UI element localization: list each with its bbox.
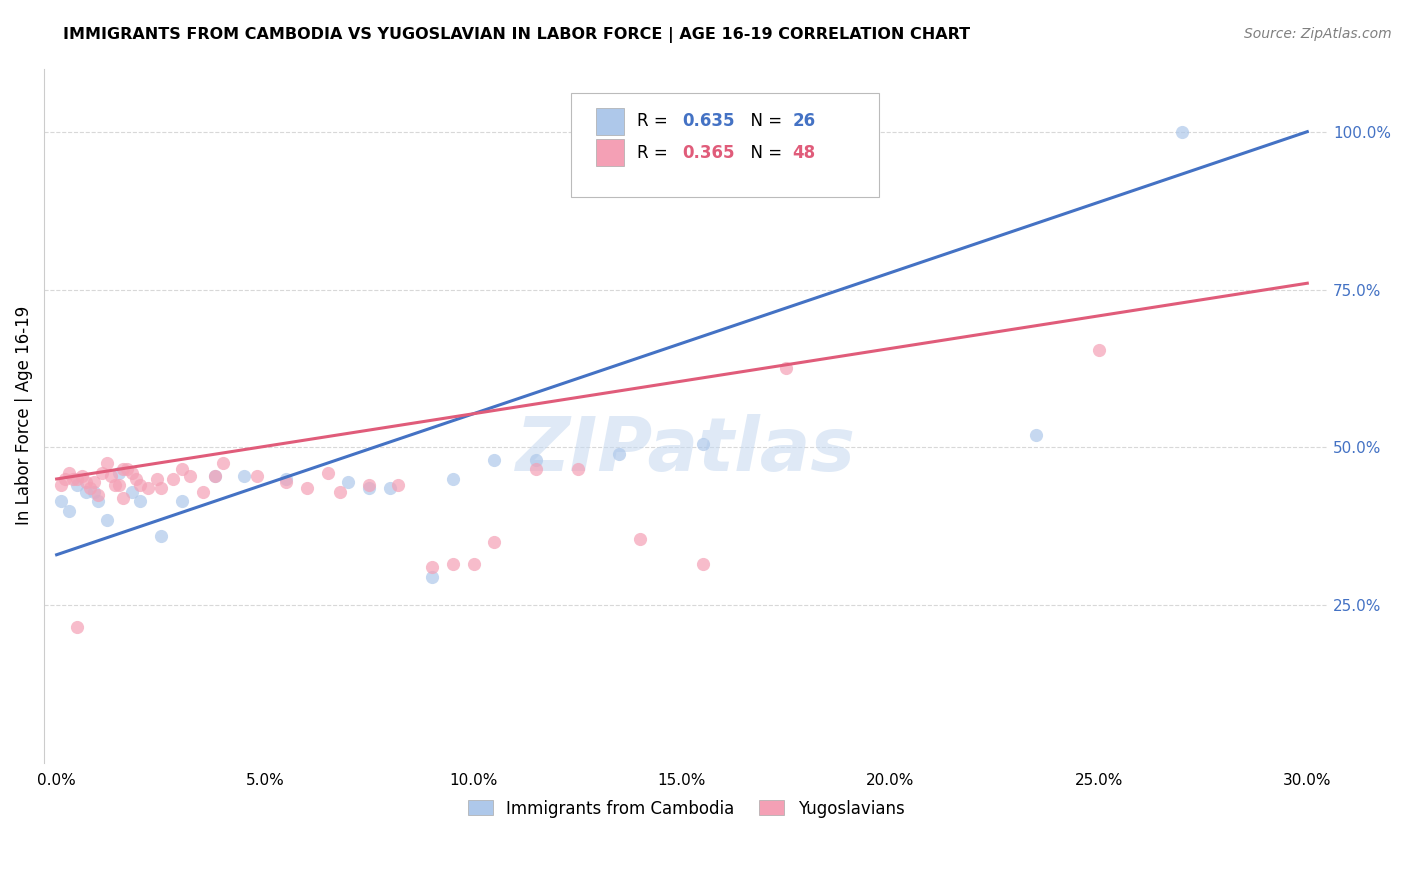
Legend: Immigrants from Cambodia, Yugoslavians: Immigrants from Cambodia, Yugoslavians [461,793,911,824]
Point [1088,343,1111,357]
Point [212,456,235,470]
Point [316,466,339,480]
Point [66,472,89,486]
Point [628,532,651,546]
Point [1025,427,1047,442]
Point [87,488,110,502]
Point [129,478,152,492]
Text: 0.635: 0.635 [682,112,735,130]
Point [83,484,105,499]
Point [484,453,506,467]
Text: Source: ZipAtlas.com: Source: ZipAtlas.com [1244,27,1392,41]
Point [100,468,122,483]
Point [149,482,172,496]
Text: N =: N = [740,144,787,161]
Point [524,453,547,467]
Point [179,468,201,483]
FancyBboxPatch shape [571,93,879,197]
Point [145,472,167,486]
Point [58,466,80,480]
Text: 0.365: 0.365 [682,144,735,161]
Point [75,475,97,490]
Point [692,437,714,451]
Point [75,484,97,499]
Point [138,482,160,496]
Point [66,478,89,492]
Point [49,478,72,492]
Point [170,494,193,508]
Point [204,468,226,483]
Point [337,475,360,490]
FancyBboxPatch shape [596,139,624,166]
Point [108,478,131,492]
Point [70,468,93,483]
Point [274,475,297,490]
Text: R =: R = [637,144,673,161]
Point [191,484,214,499]
Point [1171,125,1194,139]
Point [125,472,148,486]
Point [112,491,135,505]
Point [117,462,139,476]
Point [420,570,443,584]
Point [378,482,401,496]
Point [329,484,352,499]
Text: N =: N = [740,112,787,130]
Point [246,468,269,483]
Point [58,503,80,517]
Point [104,478,127,492]
Point [66,620,89,634]
Point [204,468,226,483]
Point [91,466,114,480]
Point [87,494,110,508]
Point [108,466,131,480]
Point [524,462,547,476]
Point [359,478,381,492]
Point [295,482,318,496]
Text: IMMIGRANTS FROM CAMBODIA VS YUGOSLAVIAN IN LABOR FORCE | AGE 16-19 CORRELATION C: IMMIGRANTS FROM CAMBODIA VS YUGOSLAVIAN … [63,27,970,43]
Point [387,478,409,492]
Point [609,447,631,461]
Point [463,558,485,572]
Text: ZIPatlas: ZIPatlas [516,414,856,487]
Point [112,462,135,476]
Point [170,462,193,476]
FancyBboxPatch shape [596,108,624,135]
Point [162,472,184,486]
Point [567,462,589,476]
Point [775,361,797,376]
Text: 26: 26 [793,112,815,130]
Point [149,529,172,543]
Point [79,482,101,496]
Point [96,456,118,470]
Text: 48: 48 [793,144,815,161]
Point [53,472,76,486]
Point [359,482,381,496]
Text: R =: R = [637,112,673,130]
Point [62,472,84,486]
Point [420,560,443,574]
Point [692,558,714,572]
Point [233,468,256,483]
Point [441,558,464,572]
Point [96,513,118,527]
Point [121,466,143,480]
Y-axis label: In Labor Force | Age 16-19: In Labor Force | Age 16-19 [15,306,32,525]
Point [484,535,506,549]
Point [441,472,464,486]
Point [129,494,152,508]
Point [121,484,143,499]
Point [49,494,72,508]
Point [274,472,297,486]
Point [83,475,105,490]
